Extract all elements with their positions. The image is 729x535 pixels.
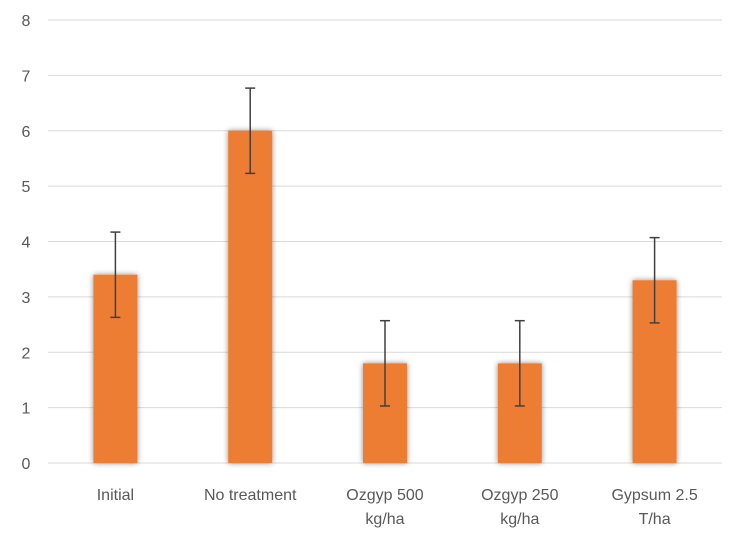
x-category-label-line: Gypsum 2.5 [611,487,697,504]
error-bar-4 [649,236,660,324]
gridlines [48,19,722,464]
y-tick-label: 2 [22,345,31,362]
x-category-label: Ozgyp 250 kg/ha [481,487,558,528]
x-category-label-line: Ozgyp 500 [346,487,423,504]
x-category-label-line: kg/ha [500,511,539,528]
x-category-label-line: T/ha [639,511,671,528]
x-category-label-line: Ozgyp 250 [481,487,558,504]
error-bar-2 [380,319,390,407]
y-tick-label: 7 [22,68,31,85]
x-category-label-line: Initial [97,487,134,504]
error-bar-3 [514,319,525,407]
y-tick-label: 6 [22,124,31,141]
x-category-label-line: No treatment [204,487,297,504]
y-tick-label: 8 [22,13,31,30]
x-category-label: Initial [97,487,134,504]
y-tick-label: 5 [22,179,31,196]
error-bar-1 [245,87,256,175]
y-tick-label: 1 [22,401,31,418]
x-category-label-line: kg/ha [365,511,404,528]
y-tick-label: 0 [22,456,31,473]
x-category-label: Gypsum 2.5 T/ha [611,487,697,528]
y-axis-tick-labels: 0 1 2 3 4 5 6 7 8 [22,13,31,473]
x-category-label: No treatment [204,487,297,504]
error-bars [110,87,660,407]
bar-1 [228,130,273,463]
y-tick-label: 3 [22,290,31,307]
y-tick-label: 4 [22,235,31,252]
error-bar-0 [110,231,121,319]
x-category-label: Ozgyp 500 kg/ha [346,487,423,528]
